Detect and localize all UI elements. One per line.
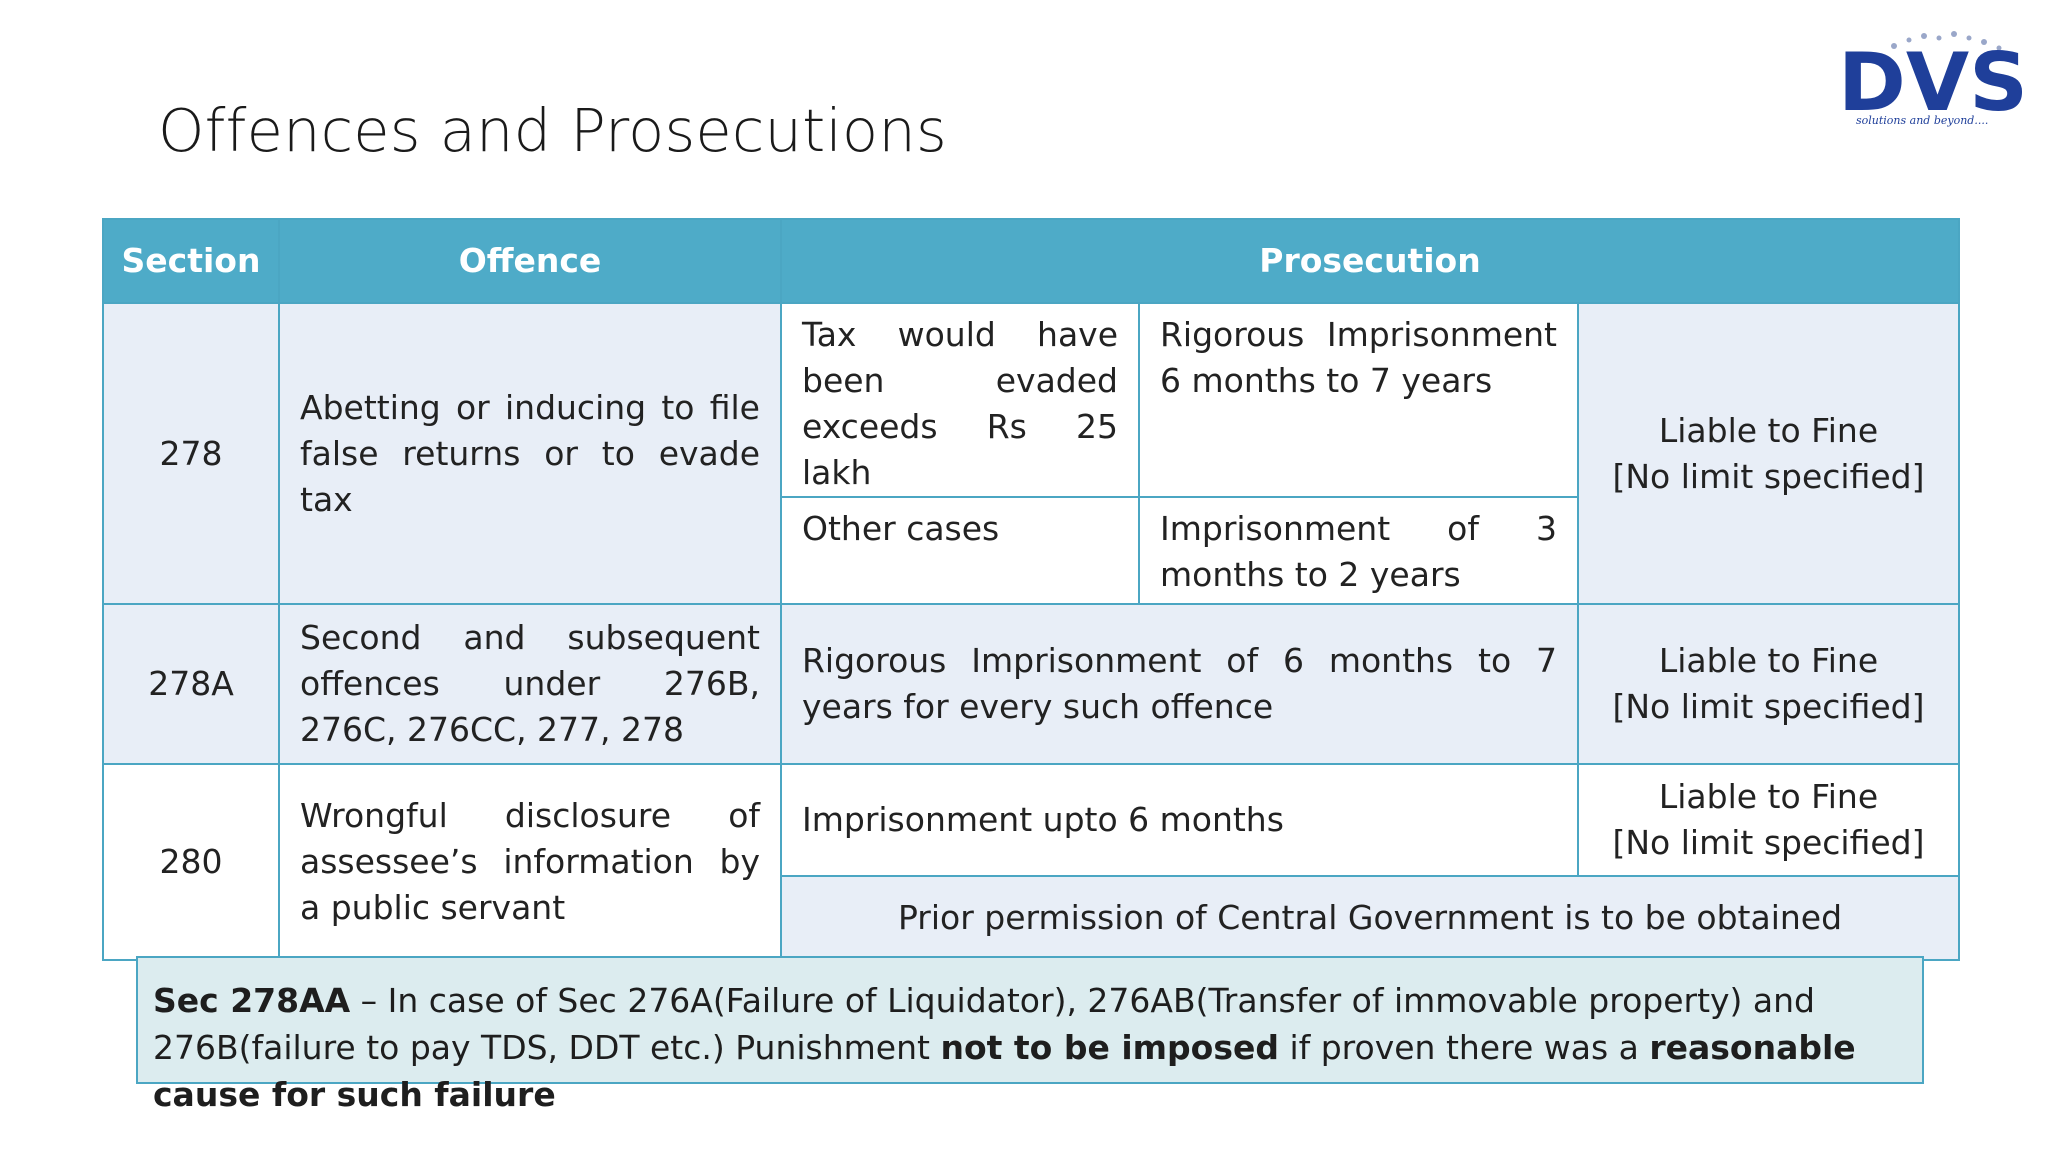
permission-note-cell: Prior permission of Central Government i…: [779, 875, 1961, 961]
offence-cell: Wrongful disclosure of assessee’s inform…: [278, 763, 782, 961]
case-cell: Other cases: [780, 496, 1140, 605]
fine-limit: [No limit specified]: [1612, 823, 1925, 862]
table-row: 278A Second and subsequent offences unde…: [102, 603, 1961, 765]
table-row: Other cases Imprisonment of 3 months to …: [103, 496, 1959, 605]
section-cell: 278A: [102, 603, 280, 765]
table-header-row: Section Offence Prosecution: [102, 218, 1961, 304]
case-cell: Tax would have been evaded exceeds Rs 25…: [780, 302, 1140, 498]
note-text: if proven there was a: [1278, 1028, 1650, 1067]
fine-limit: [No limit specified]: [1612, 687, 1925, 726]
logo-text: DVS: [1838, 36, 2028, 129]
note-section-ref: Sec 278AA: [153, 981, 351, 1020]
section-cell: 280: [102, 763, 280, 961]
punishment-cell: Imprisonment upto 6 months: [780, 763, 1579, 877]
logo-tagline: solutions and beyond....: [1856, 114, 1988, 127]
header-offence: Offence: [278, 218, 782, 304]
offence-cell: Second and subsequent offences under 276…: [278, 603, 782, 765]
fine-cell: Liable to Fine [No limit specified]: [1576, 603, 1961, 765]
punishment-cell: Rigorous Imprisonment 6 months to 7 year…: [1138, 302, 1579, 498]
table-row: 280 Wrongful disclosure of assessee’s in…: [102, 763, 1961, 961]
header-section: Section: [102, 218, 280, 304]
dvs-logo: DVS solutions and beyond....: [1834, 28, 2034, 138]
punishment-cell: Imprisonment of 3 months to 2 years: [1138, 496, 1579, 605]
fine-line: Liable to Fine: [1658, 410, 1879, 450]
fine-line: Liable to Fine: [1658, 777, 1879, 816]
note-emphasis: not to be imposed: [940, 1028, 1279, 1067]
fine-cell: Liable to Fine [No limit specified]: [1576, 763, 1961, 877]
fine-cell: Liable to Fine [No limit specified]: [1576, 302, 1961, 605]
header-prosecution: Prosecution: [779, 218, 1961, 304]
note-text: – In case of Sec 276A(Failure of Liquida…: [153, 981, 1815, 1067]
punishment-cell: Rigorous Imprisonment of 6 months to 7 y…: [780, 603, 1579, 765]
fine-limit: [No limit specified]: [1612, 456, 1925, 496]
table-row: 278 Abetting or inducing to file false r…: [102, 302, 1961, 605]
sec-278aa-note: Sec 278AA – In case of Sec 276A(Failure …: [136, 956, 1924, 1114]
offence-cell: Abetting or inducing to file false retur…: [278, 302, 782, 605]
table-row: Prior permission of Central Government i…: [103, 875, 1961, 961]
note-emphasis: reasonable cause for such failure: [153, 1028, 1856, 1114]
offences-table: Section Offence Prosecution 278 Abetting…: [102, 218, 1961, 961]
fine-line: Liable to Fine: [1658, 641, 1879, 680]
section-cell: 278: [102, 302, 280, 605]
dvs-logo-graphic: DVS solutions and beyond....: [1838, 31, 2028, 129]
page-title: Offences and Prosecutions: [158, 96, 947, 165]
